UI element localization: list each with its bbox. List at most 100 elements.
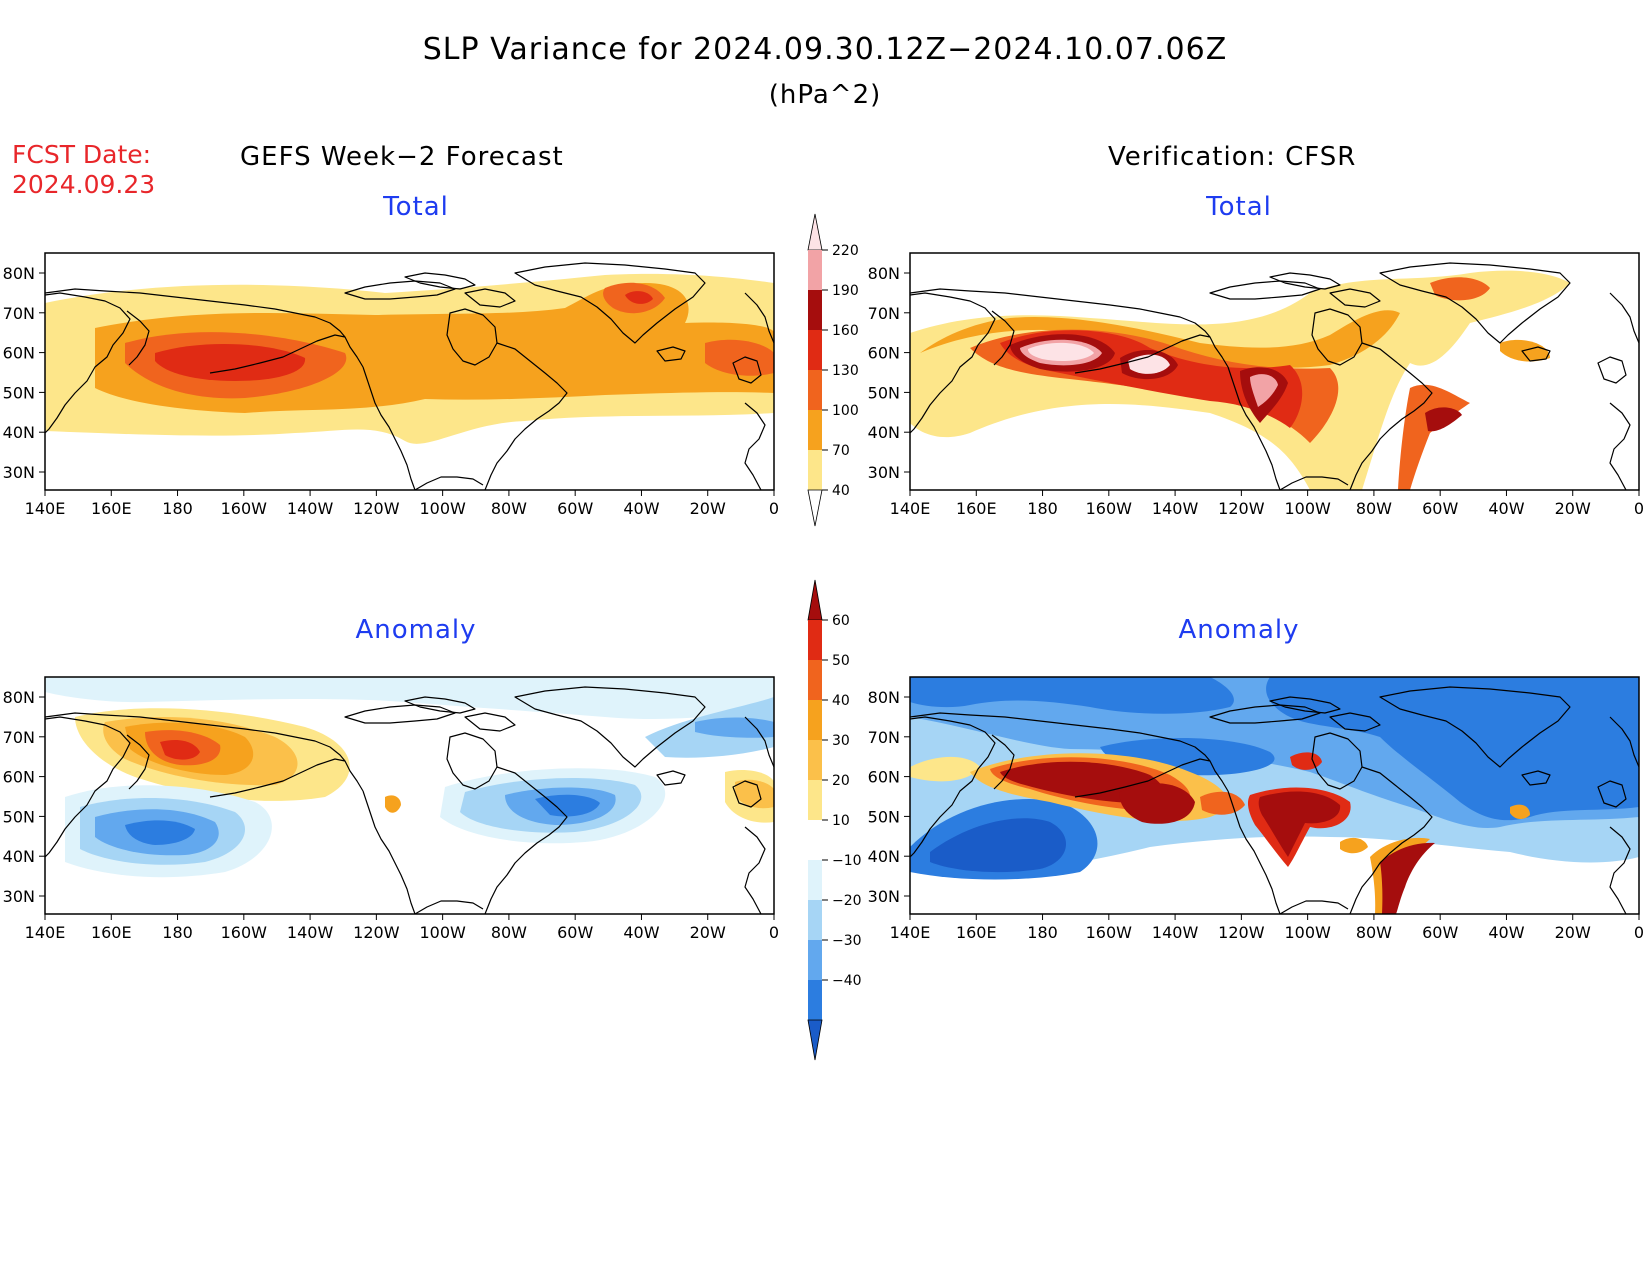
lat-tick-label: 30N [3, 887, 35, 906]
lon-tick-label: 80W [1356, 923, 1392, 942]
lon-tick-label: 160E [91, 499, 132, 518]
lat-tick-label: 70N [3, 728, 35, 747]
lon-tick-label: 140W [1152, 499, 1199, 518]
colorbar-tick-label: 10 [832, 813, 850, 829]
lon-tick-label: 160E [91, 923, 132, 942]
lon-tick-label: 20W [690, 499, 726, 518]
lon-tick-label: 60W [1422, 923, 1458, 942]
lon-tick-label: 40W [1488, 499, 1524, 518]
lon-tick-label: 120W [353, 923, 400, 942]
colorbar-tick-label: −30 [832, 933, 862, 949]
lon-tick-label: 160W [221, 499, 268, 518]
colorbar-segment [808, 860, 822, 900]
lat-tick-label: 40N [868, 847, 900, 866]
lat-tick-label: 70N [868, 728, 900, 747]
forecast-date: 2024.09.23 [12, 170, 156, 199]
colorbar-tick-label: 20 [832, 773, 850, 789]
lon-tick-label: 0 [769, 923, 779, 942]
lon-tick-label: 40W [623, 499, 659, 518]
colorbar-bottom-arrow [807, 489, 823, 527]
colorbar-tick-label: 50 [832, 653, 850, 669]
colorbar-segment [808, 620, 822, 660]
lon-tick-label: 140W [287, 923, 334, 942]
lon-tick-label: 20W [1555, 923, 1591, 942]
colorbar-bottom-arrow [807, 1019, 823, 1061]
colorbar-tick-label: 30 [832, 733, 850, 749]
lat-tick-label: 80N [868, 688, 900, 707]
lon-tick-label: 140W [1152, 923, 1199, 942]
lon-tick-label: 0 [769, 499, 779, 518]
colorbar-segment [808, 820, 822, 860]
lat-tick-label: 50N [868, 383, 900, 402]
lon-tick-label: 100W [1284, 499, 1331, 518]
colorbar-segment [808, 740, 822, 780]
forecast-column-header: GEFS Week−2 Forecast [240, 142, 564, 172]
colorbar-tick-label: 130 [832, 363, 859, 379]
colorbar-tick-label: 160 [832, 323, 859, 339]
lon-tick-label: 20W [690, 923, 726, 942]
colorbar-tick-label: −20 [832, 893, 862, 909]
lon-tick-label: 100W [1284, 923, 1331, 942]
lat-tick-label: 50N [3, 383, 35, 402]
colorbar-tick-label: 100 [832, 403, 859, 419]
verification-anomaly-contours [910, 677, 1639, 914]
map-verification-anomaly [909, 676, 1640, 915]
lon-tick-label: 160W [1086, 499, 1133, 518]
panel-title-verification-anomaly: Anomaly [1178, 615, 1300, 645]
lon-tick-label: 160E [956, 499, 997, 518]
colorbar-tick-label: −10 [832, 853, 862, 869]
lon-tick-label: 0 [1634, 499, 1644, 518]
colorbar-segment [808, 700, 822, 740]
colorbar-tick-label: 220 [832, 243, 859, 259]
lat-tick-label: 30N [3, 463, 35, 482]
lon-tick-label: 60W [557, 923, 593, 942]
lon-tick-label: 120W [1218, 923, 1265, 942]
lat-tick-label: 60N [868, 768, 900, 787]
lon-tick-label: 40W [623, 923, 659, 942]
forecast-total-contours [45, 273, 774, 444]
lon-tick-label: 180 [162, 923, 193, 942]
lat-tick-label: 60N [868, 344, 900, 363]
lon-tick-label: 160W [221, 923, 268, 942]
map-axes: 80N 70N 60N 50N 40N 30N 140E 160E 180 160W 140W 120… [3, 264, 1644, 942]
lon-tick-label: 100W [419, 923, 466, 942]
colorbar-top-arrow [807, 579, 823, 621]
colorbar-segment [808, 330, 822, 370]
lon-tick-label: 80W [491, 499, 527, 518]
lat-tick-label: 30N [868, 887, 900, 906]
lon-tick-label: 80W [491, 923, 527, 942]
colorbar-tick-label: 40 [832, 483, 850, 499]
lon-tick-label: 40W [1488, 923, 1524, 942]
colorbar-top-arrow [807, 213, 823, 251]
units-label: (hPa^2) [768, 80, 882, 110]
colorbar-segment [808, 780, 822, 820]
lat-tick-label: 50N [3, 807, 35, 826]
colorbar-segment [808, 450, 822, 490]
lon-tick-label: 60W [1422, 499, 1458, 518]
colorbar-segment [808, 370, 822, 410]
lat-tick-label: 30N [868, 463, 900, 482]
lon-tick-label: 160E [956, 923, 997, 942]
lon-tick-label: 140W [287, 499, 334, 518]
lat-tick-label: 60N [3, 344, 35, 363]
lat-tick-label: 40N [868, 423, 900, 442]
lat-tick-label: 70N [3, 304, 35, 323]
colorbar-segment [808, 900, 822, 940]
colorbar-tick-label: 60 [832, 613, 850, 629]
colorbar-tick-label: −40 [832, 973, 862, 989]
colorbar-segment [808, 980, 822, 1020]
lon-tick-label: 20W [1555, 499, 1591, 518]
colorbar-segment [808, 660, 822, 700]
lon-tick-label: 180 [162, 499, 193, 518]
anomaly-colorbar: 60 50 40 30 20 10 −10 −20 −30 −40 [807, 579, 862, 1061]
map-forecast-anomaly [44, 676, 775, 915]
panel-title-forecast-total: Total [383, 192, 449, 222]
lat-tick-label: 40N [3, 423, 35, 442]
forecast-date-label: FCST Date: [12, 140, 152, 169]
lon-tick-label: 180 [1027, 499, 1058, 518]
colorbar-tick-label: 40 [832, 693, 850, 709]
lon-tick-label: 140E [890, 499, 931, 518]
colorbar-segment [808, 290, 822, 330]
map-forecast-total [44, 252, 775, 491]
